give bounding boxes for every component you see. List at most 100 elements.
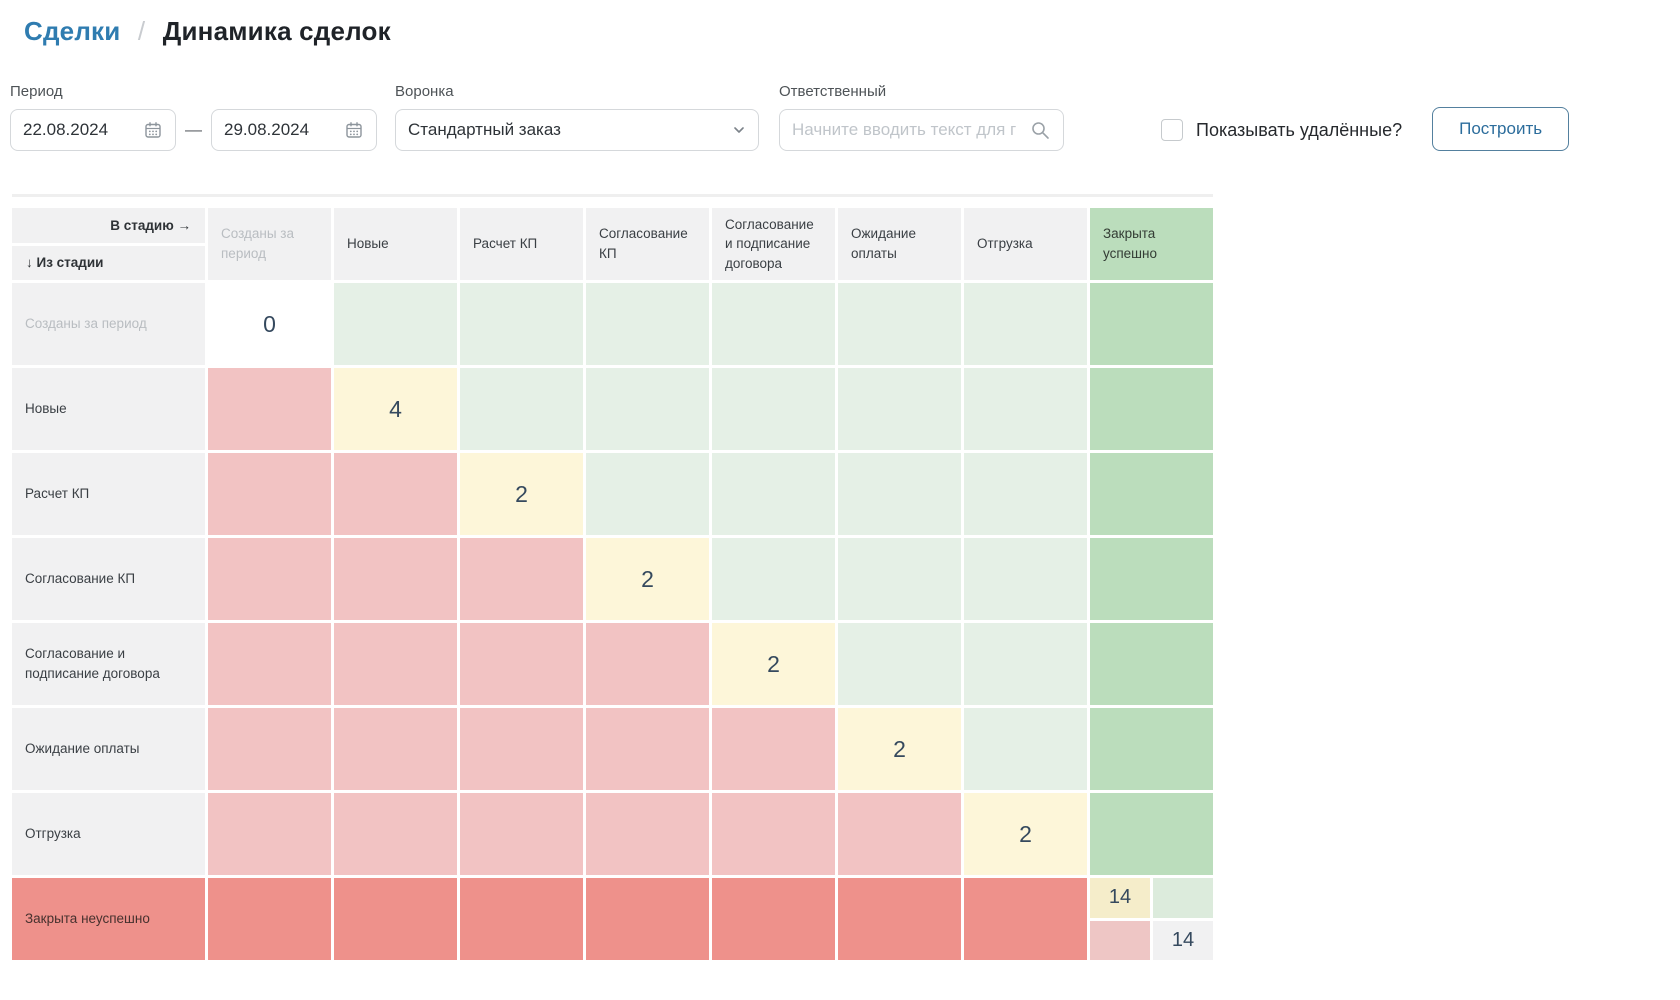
matrix-cell [964,878,1087,960]
to-stage-corner-label: В стадию → [12,208,205,243]
breadcrumb-separator: / [137,16,146,46]
matrix-row-header: Новые [12,368,205,450]
matrix-cell-value[interactable]: 2 [586,538,709,620]
matrix-cell [712,368,835,450]
table-top-divider [12,194,1213,197]
matrix-col-header: Закрыта успешно [1090,208,1213,280]
matrix-cell [586,623,709,705]
matrix-cell [460,878,583,960]
matrix-cell [838,453,961,535]
show-deleted-label: Показывать удалённые? [1196,119,1403,140]
matrix-cell [460,623,583,705]
matrix-cell [1153,878,1213,918]
matrix-cell [712,538,835,620]
calendar-icon [346,122,362,138]
matrix-cell-value[interactable]: 0 [208,283,331,365]
matrix-cell [460,708,583,790]
matrix-cell [334,708,457,790]
funnel-select[interactable]: Стандартный заказ [395,109,759,151]
matrix-row-header: Ожидание оплаты [12,708,205,790]
matrix-col-header: Согласование и подписание договора [712,208,835,280]
matrix-row-header: Закрыта неуспешно [12,878,205,960]
funnel-field: Воронка Стандартный заказ [395,83,759,151]
matrix-row-header: Расчет КП [12,453,205,535]
matrix-cell [208,538,331,620]
matrix-cell [460,368,583,450]
matrix-cell [838,878,961,960]
matrix-cell [586,283,709,365]
matrix-cell [838,793,961,875]
breadcrumb: Сделки / Динамика сделок [24,16,1680,47]
matrix-cell [964,283,1087,365]
matrix-cell [1090,793,1213,875]
matrix-cell [208,368,331,450]
from-stage-corner-label: ↓ Из стадии [12,245,205,280]
matrix-cell [712,283,835,365]
matrix-cell [964,708,1087,790]
matrix-cell [1090,708,1213,790]
matrix-cell [334,623,457,705]
matrix-cell [1090,453,1213,535]
build-button[interactable]: Построить [1432,107,1570,151]
calendar-icon [145,122,161,138]
date-to-input[interactable]: 29.08.2024 [211,109,377,151]
responsible-placeholder: Начните вводить текст для г [792,120,1017,139]
matrix-cell-value[interactable]: 2 [838,708,961,790]
matrix-cell [712,708,835,790]
matrix-col-header: Созданы за период [208,208,331,280]
responsible-label: Ответственный [779,83,887,100]
responsible-search-input[interactable]: Начните вводить текст для г [779,109,1064,151]
matrix-cell [586,368,709,450]
stage-matrix: В стадию → ↓ Из стадии Созданы за период Но… [12,208,1213,960]
matrix-col-header: Согласование КП [586,208,709,280]
matrix-cell-value[interactable]: 4 [334,368,457,450]
matrix-cell [208,623,331,705]
matrix-cell [1090,538,1213,620]
matrix-cell [712,453,835,535]
matrix-cell-value[interactable]: 2 [460,453,583,535]
matrix-cell [964,453,1087,535]
matrix-cell [208,708,331,790]
funnel-selected-value: Стандартный заказ [408,120,561,139]
matrix-cell [586,708,709,790]
matrix-cell [964,538,1087,620]
matrix-corner: В стадию → ↓ Из стадии [12,208,205,280]
matrix-cell [586,453,709,535]
responsible-field: Ответственный Начните вводить текст для … [779,83,1064,151]
show-deleted-checkbox-group[interactable]: Показывать удалённые? [1161,119,1402,141]
matrix-cell-value[interactable]: 2 [964,793,1087,875]
matrix-split-cell: 14 14 [1090,878,1213,960]
matrix-cell-value[interactable]: 2 [712,623,835,705]
matrix-col-header: Новые [334,208,457,280]
breadcrumb-link-deals[interactable]: Сделки [24,16,121,46]
matrix-cell-value[interactable]: 14 [1090,878,1150,918]
matrix-col-header: Ожидание оплаты [838,208,961,280]
date-from-input[interactable]: 22.08.2024 [10,109,176,151]
matrix-cell-value[interactable]: 14 [1153,920,1213,960]
matrix-cell [334,283,457,365]
period-range: 22.08.2024 — 29.08.2024 [10,109,377,151]
matrix-row-header: Отгрузка [12,793,205,875]
deal-dynamics-page: Сделки / Динамика сделок Период 22.08.20… [10,16,1680,960]
date-to-value: 29.08.2024 [224,120,310,139]
matrix-cell [964,623,1087,705]
matrix-cell [460,283,583,365]
matrix-cell [208,793,331,875]
matrix-cell [1090,283,1213,365]
period-field: Период 22.08.2024 — 2 [10,83,377,151]
matrix-row-header: Согласование КП [12,538,205,620]
matrix-col-header: Расчет КП [460,208,583,280]
matrix-cell [334,453,457,535]
matrix-col-header: Отгрузка [964,208,1087,280]
search-icon [1032,122,1049,139]
matrix-cell [208,453,331,535]
date-range-dash: — [185,120,202,139]
show-deleted-checkbox[interactable] [1161,119,1183,141]
matrix-cell [460,538,583,620]
matrix-cell [838,538,961,620]
matrix-cell [964,368,1087,450]
matrix-row-header: Созданы за период [12,283,205,365]
matrix-cell [1090,368,1213,450]
matrix-cell [586,878,709,960]
matrix-cell [712,878,835,960]
